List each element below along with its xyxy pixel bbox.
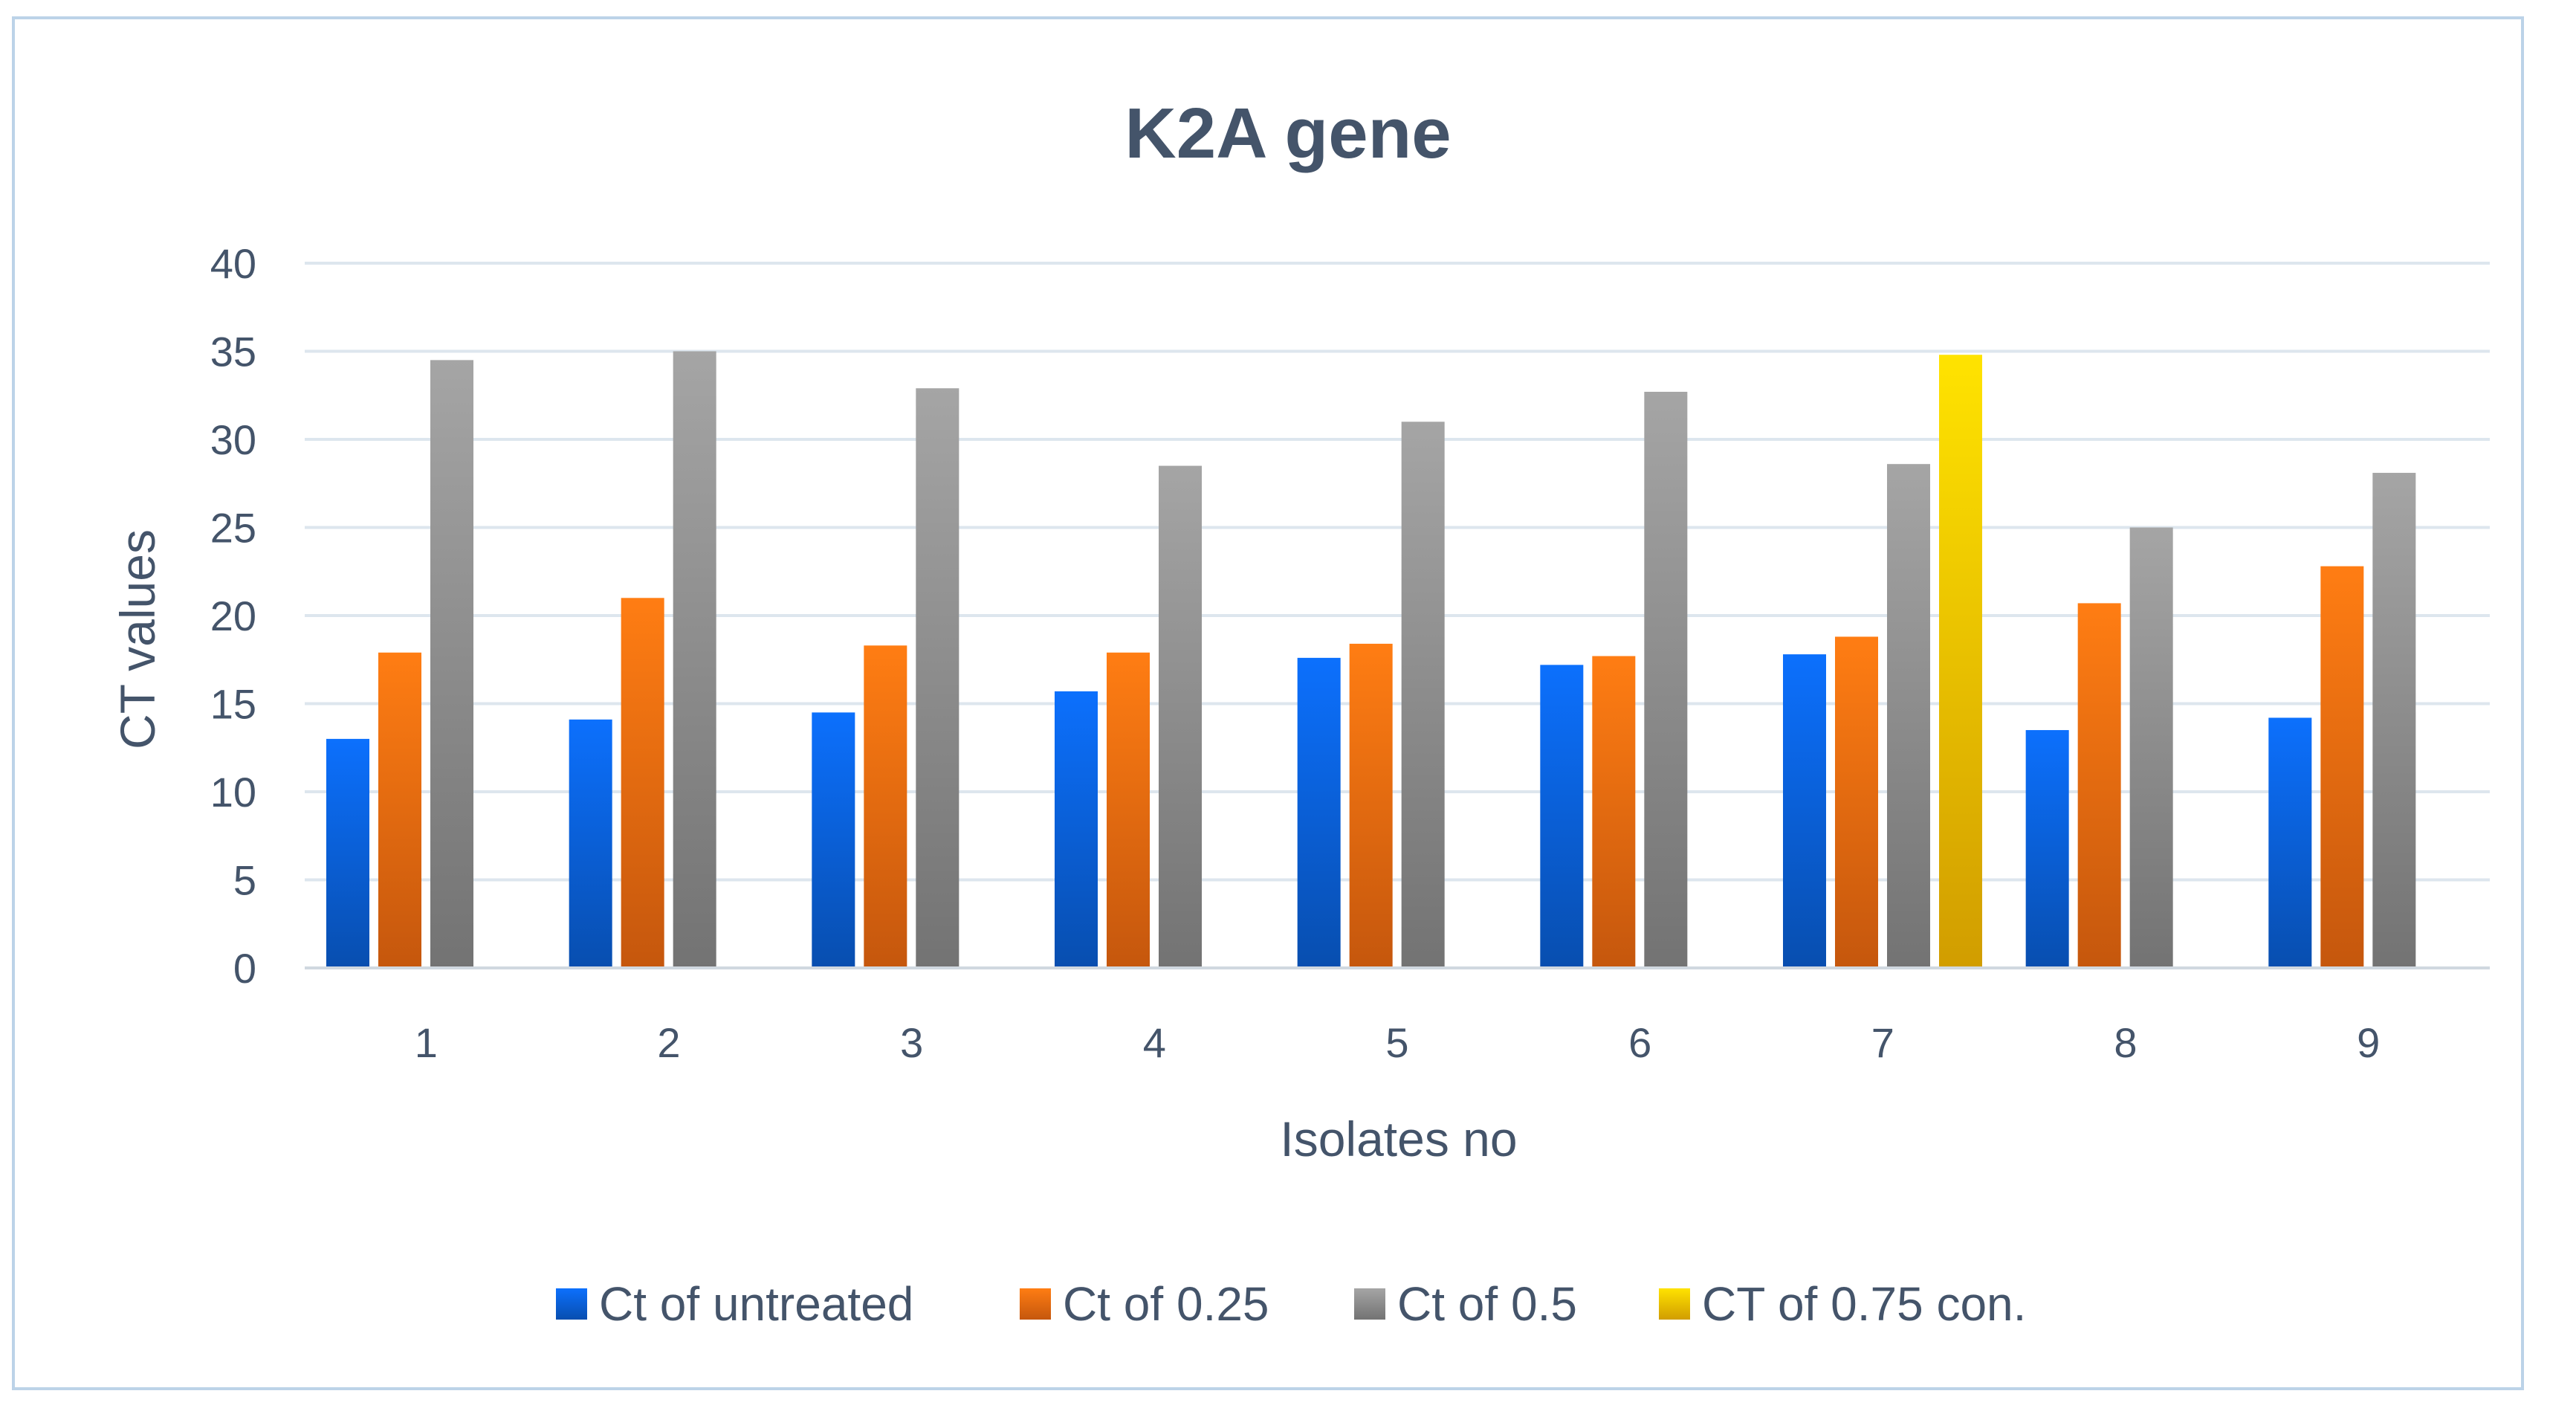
legend-item: CT of 0.75 con. bbox=[1659, 1277, 2026, 1331]
legend-item: Ct of untreated bbox=[556, 1277, 913, 1331]
x-tick-label: 1 bbox=[415, 1019, 438, 1066]
y-tick-label: 10 bbox=[210, 769, 256, 816]
y-axis-label: CT values bbox=[110, 529, 165, 749]
x-tick-label: 3 bbox=[900, 1019, 923, 1066]
bar-ct-of-0-25-isolate-6 bbox=[1592, 656, 1636, 968]
bar-ct-of-0-5-isolate-3 bbox=[916, 388, 959, 968]
bar-ct-of-untreated-isolate-2 bbox=[569, 719, 612, 968]
legend-swatch bbox=[556, 1288, 587, 1320]
bar-ct-of-untreated-isolate-7 bbox=[1783, 654, 1826, 968]
bar-ct-of-untreated-isolate-4 bbox=[1055, 691, 1098, 968]
bar-ct-of-0-5-isolate-5 bbox=[1401, 422, 1445, 968]
y-tick-label: 20 bbox=[210, 593, 256, 639]
bar-ct-of-0-25-isolate-9 bbox=[2320, 566, 2364, 968]
y-tick-label: 5 bbox=[233, 857, 256, 904]
x-tick-label: 7 bbox=[1871, 1019, 1894, 1066]
legend-swatch bbox=[1659, 1288, 1690, 1320]
legend-label: Ct of 0.25 bbox=[1063, 1277, 1269, 1331]
legend-label: Ct of untreated bbox=[599, 1277, 913, 1331]
bar-ct-of-untreated-isolate-1 bbox=[326, 738, 369, 968]
x-tick-label: 6 bbox=[1628, 1019, 1651, 1066]
y-tick-label: 0 bbox=[233, 945, 256, 992]
bar-ct-of-0-25-isolate-2 bbox=[621, 598, 664, 968]
x-axis-ticks: 1 2 3 4 5 6 7 8 9 bbox=[415, 1019, 2380, 1066]
bar-ct-of-0-5-isolate-4 bbox=[1159, 465, 1202, 968]
bar-ct-of-0-5-isolate-6 bbox=[1644, 392, 1688, 968]
x-tick-label: 2 bbox=[657, 1019, 680, 1066]
bar-ct-of-0-25-isolate-7 bbox=[1835, 636, 1878, 968]
legend-item: Ct of 0.25 bbox=[1020, 1277, 1269, 1331]
bar-ct-of-0-5-isolate-8 bbox=[2129, 527, 2173, 968]
bar-ct-of-0-5-isolate-9 bbox=[2372, 473, 2416, 968]
y-axis-ticks: 0 5 10 15 20 25 30 35 40 bbox=[210, 240, 256, 992]
bar-ct-of-untreated-isolate-9 bbox=[2268, 717, 2312, 968]
y-tick-label: 40 bbox=[210, 240, 256, 287]
legend-item: Ct of 0.5 bbox=[1354, 1277, 1577, 1331]
bar-ct-of-untreated-isolate-8 bbox=[2025, 730, 2069, 968]
legend-label: CT of 0.75 con. bbox=[1702, 1277, 2026, 1331]
y-tick-label: 15 bbox=[210, 681, 256, 728]
y-tick-label: 35 bbox=[210, 329, 256, 375]
bar-ct-of-0-25-isolate-5 bbox=[1349, 643, 1393, 968]
x-tick-label: 8 bbox=[2114, 1019, 2137, 1066]
x-axis-label: Isolates no bbox=[1280, 1111, 1517, 1166]
x-tick-label: 5 bbox=[1385, 1019, 1408, 1066]
bar-ct-of-0-25-isolate-1 bbox=[378, 652, 421, 968]
gridlines bbox=[305, 262, 2490, 882]
bar-ct-of-0-25-isolate-8 bbox=[2077, 603, 2121, 968]
bar-ct-of-0-5-isolate-2 bbox=[673, 351, 716, 968]
y-tick-label: 30 bbox=[210, 416, 256, 463]
bar-ct-of-0-25-isolate-3 bbox=[864, 645, 907, 968]
bar-ct-of-0-25-isolate-4 bbox=[1107, 652, 1150, 968]
bar-ct-of-0-75-con-isolate-7 bbox=[1939, 355, 1982, 968]
x-tick-label: 4 bbox=[1143, 1019, 1166, 1066]
x-tick-label: 9 bbox=[2357, 1019, 2380, 1066]
bar-ct-of-0-5-isolate-1 bbox=[430, 360, 473, 969]
bar-ct-of-untreated-isolate-3 bbox=[812, 712, 855, 968]
bars bbox=[326, 351, 2416, 969]
legend: Ct of untreated Ct of 0.25 Ct of 0.5 CT of … bbox=[556, 1277, 2026, 1331]
bar-ct-of-0-5-isolate-7 bbox=[1887, 464, 1930, 968]
y-tick-label: 25 bbox=[210, 505, 256, 552]
bar-ct-of-untreated-isolate-6 bbox=[1540, 665, 1584, 968]
legend-swatch bbox=[1354, 1288, 1385, 1320]
legend-swatch bbox=[1020, 1288, 1051, 1320]
legend-label: Ct of 0.5 bbox=[1397, 1277, 1577, 1331]
chart-title: K2A gene bbox=[1124, 94, 1451, 173]
bar-ct-of-untreated-isolate-5 bbox=[1297, 657, 1341, 968]
